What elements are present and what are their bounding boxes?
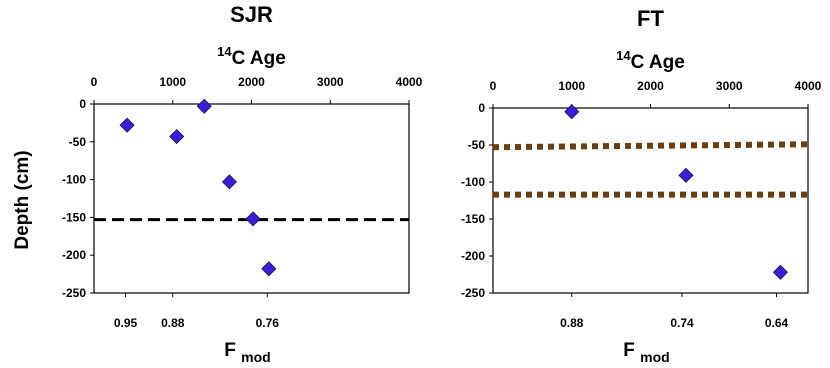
- bottom-axis-label-main: F: [623, 340, 640, 361]
- bottom-axis-label: F mod: [623, 340, 669, 363]
- data-point: [119, 117, 135, 133]
- y-axis-tick-label: -100: [461, 175, 485, 189]
- top-axis-tick-label: 1000: [558, 79, 585, 93]
- top-axis-tick-label: 0: [490, 79, 497, 93]
- bottom-axis-label-subscript: mod: [640, 349, 670, 363]
- reference-line: [492, 141, 809, 151]
- top-axis-tick-label: 4000: [396, 75, 423, 89]
- y-axis-tick-label: -50: [468, 138, 486, 152]
- y-axis-tick-label: -250: [461, 286, 485, 300]
- panel-title: SJR: [230, 2, 273, 27]
- top-axis-tick-label: 3000: [317, 75, 344, 89]
- data-point: [196, 98, 212, 114]
- bottom-axis-label: F mod: [224, 340, 270, 363]
- plot-frame: [492, 107, 809, 294]
- top-axis-label: 14C Age: [616, 48, 685, 73]
- data-point: [261, 261, 277, 277]
- top-axis-tick-label: 0: [91, 75, 98, 89]
- bottom-axis-tick-label: 0.95: [114, 316, 138, 330]
- top-axis-tick-label: 2000: [238, 75, 265, 89]
- top-axis-label-superscript: 14: [616, 48, 631, 63]
- data-point: [169, 128, 185, 145]
- y-axis-tick-label: 0: [79, 97, 86, 111]
- bottom-axis-label-main: F: [224, 340, 241, 361]
- top-axis-tick-label: 3000: [716, 79, 743, 93]
- bottom-axis-tick-label: 0.64: [765, 316, 789, 330]
- top-axis-tick-label: 1000: [159, 75, 186, 89]
- y-axis-tick-label: -250: [62, 286, 86, 300]
- plot-frame: [93, 103, 410, 294]
- top-axis-label-main: C Age: [631, 52, 685, 73]
- top-axis-tick-label: 2000: [637, 79, 664, 93]
- data-point: [245, 211, 261, 227]
- top-axis-label-superscript: 14: [217, 44, 232, 59]
- chart-panel-sjr: SJR 14C Age 0 1000 2000 3000 4000 0 -50 -100 -150 -…: [62, 2, 423, 365]
- y-axis-label: Depth (cm): [12, 150, 33, 249]
- bottom-axis-tick-label: 0.74: [670, 316, 694, 330]
- y-axis-tick-label: 0: [478, 101, 485, 115]
- bottom-axis-tick-label: 0.76: [256, 316, 280, 330]
- y-axis-tick-label: -150: [62, 210, 86, 224]
- top-axis-label: 14C Age: [217, 44, 286, 69]
- bottom-axis-tick-label: 0.88: [560, 316, 584, 330]
- bottom-axis-label-subscript: mod: [241, 349, 271, 363]
- bottom-axis-tick-label: 0.88: [161, 316, 185, 330]
- y-axis-tick-label: -200: [62, 248, 86, 262]
- y-axis-tick-label: -100: [62, 173, 86, 187]
- data-point: [564, 104, 580, 120]
- panel-title: FT: [637, 6, 664, 31]
- y-axis-tick-label: -150: [461, 212, 485, 226]
- top-axis-tick-label: 4000: [795, 79, 822, 93]
- chart-panel-ft: FT 14C Age 0 1000 2000 3000 4000 0 -50 -100 -150 -2…: [461, 6, 822, 365]
- y-axis-tick-label: -50: [69, 135, 87, 149]
- top-axis-label-main: C Age: [232, 48, 286, 69]
- y-axis-tick-label: -200: [461, 249, 485, 263]
- data-point: [221, 174, 238, 190]
- data-point: [678, 167, 694, 183]
- data-point: [772, 264, 789, 280]
